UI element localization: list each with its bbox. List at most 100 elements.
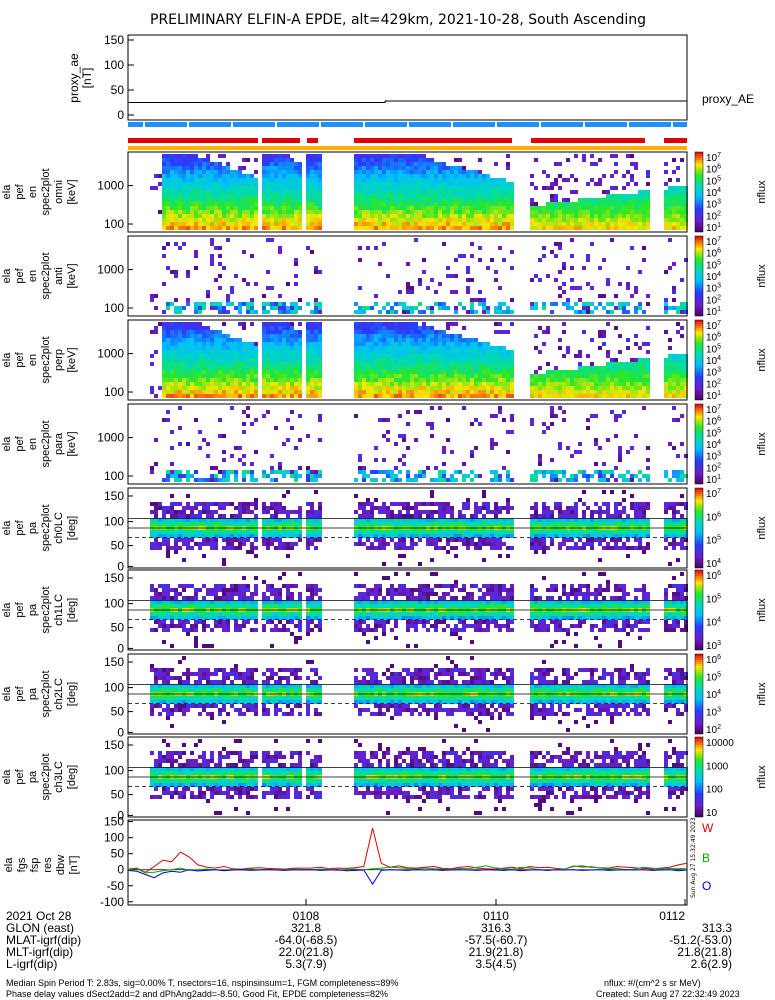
spectrogram-cell	[450, 478, 454, 482]
spectrogram-cell	[684, 374, 688, 378]
spectrogram-cell	[486, 214, 490, 218]
spectrogram-cell	[298, 170, 302, 174]
spectrogram-cell	[382, 202, 386, 206]
spectrogram-cell	[290, 534, 294, 538]
spectrogram-cell	[306, 386, 310, 390]
spectrogram-cell	[150, 502, 154, 506]
spectrogram-cell	[290, 198, 294, 202]
spectrogram-cell	[442, 174, 446, 178]
spectrogram-cell	[178, 338, 182, 342]
spectrogram-cell	[154, 518, 158, 522]
spectrogram-cell	[294, 474, 298, 478]
spectrogram-cell	[582, 198, 586, 202]
colorbar-cell	[695, 292, 703, 294]
spectrogram-cell	[582, 374, 586, 378]
spectrogram-cell	[374, 246, 378, 250]
spectrogram-cell	[210, 358, 214, 362]
spectrogram-cell	[626, 202, 630, 206]
spectrogram-cell	[166, 390, 170, 394]
spectrogram-cell	[150, 518, 154, 522]
spectrogram-cell	[318, 306, 322, 310]
spectrogram-cell	[186, 542, 190, 546]
spectrogram-cell	[422, 370, 426, 374]
spectrogram-cell	[422, 174, 426, 178]
spectrogram-cell	[502, 178, 506, 182]
spectrogram-cell	[226, 362, 230, 366]
spectrogram-cell	[510, 310, 514, 314]
spectrogram-cell	[668, 218, 672, 222]
spectrogram-cell	[402, 386, 406, 390]
spectrogram-cell	[442, 358, 446, 362]
spectrogram-cell	[434, 290, 438, 294]
spectrogram-cell	[450, 170, 454, 174]
spectrogram-cell	[550, 378, 554, 382]
spectrogram-cell	[442, 306, 446, 310]
spectrogram-cell	[450, 382, 454, 386]
spectrogram-cell	[570, 394, 574, 398]
spectrogram-cell	[462, 390, 466, 394]
spectrogram-cell	[538, 226, 542, 230]
spectrogram-cell	[430, 354, 434, 358]
spectrogram-cell	[578, 210, 582, 214]
spectrogram-cell	[282, 546, 286, 550]
spectrogram-cell	[466, 214, 470, 218]
spectrogram-cell	[174, 350, 178, 354]
spectrogram-cell	[254, 370, 258, 374]
spectrogram-cell	[306, 214, 310, 218]
spectrogram-cell	[610, 194, 614, 198]
spectrogram-cell	[234, 538, 238, 542]
spectrogram-cell	[374, 350, 378, 354]
spectrogram-cell	[390, 194, 394, 198]
spectrogram-cell	[286, 418, 290, 422]
spectrogram-cell	[418, 282, 422, 286]
spectrogram-cell	[466, 218, 470, 222]
spectrogram-cell	[150, 298, 154, 302]
spectrogram-cell	[278, 214, 282, 218]
spectrogram-cell	[230, 390, 234, 394]
spectrogram-cell	[598, 446, 602, 450]
spectrogram-cell	[298, 394, 302, 398]
spectrogram-cell	[490, 226, 494, 230]
spectrogram-cell	[198, 542, 202, 546]
spectrogram-cell	[446, 358, 450, 362]
spectrogram-cell	[430, 194, 434, 198]
spectrogram-cell	[238, 514, 242, 518]
spectrogram-cell	[402, 322, 406, 326]
spectrogram-cell	[394, 394, 398, 398]
spectrogram-cell	[318, 174, 322, 178]
spectrogram-cell	[558, 470, 562, 474]
spectrogram-cell	[178, 378, 182, 382]
spectrogram-cell	[202, 354, 206, 358]
spectrogram-cell	[554, 218, 558, 222]
spectrogram-cell	[442, 334, 446, 338]
spectrogram-cell	[298, 358, 302, 362]
spectrogram-cell	[378, 394, 382, 398]
spectrogram-cell	[202, 178, 206, 182]
spectrogram-cell	[194, 222, 198, 226]
spectrogram-cell	[174, 222, 178, 226]
spectrogram-cell	[246, 370, 250, 374]
spectrogram-cell	[286, 182, 290, 186]
spectrogram-cell	[194, 218, 198, 222]
spectrogram-cell	[366, 474, 370, 478]
spectrogram-cell	[198, 386, 202, 390]
spectrogram-cell	[402, 162, 406, 166]
spectrogram-cell	[226, 210, 230, 214]
spectrogram-cell	[370, 190, 374, 194]
spectrogram-cell	[218, 518, 222, 522]
spectrogram-cell	[602, 174, 606, 178]
spectrogram-cell	[602, 382, 606, 386]
spectrogram-cell	[186, 474, 190, 478]
spectrogram-cell	[618, 194, 622, 198]
spectrogram-cell	[402, 374, 406, 378]
colorbar-cell	[695, 360, 703, 362]
spectrogram-cell	[426, 386, 430, 390]
spectrogram-cell	[614, 210, 618, 214]
spectrogram-cell	[434, 330, 438, 334]
spectrogram-cell	[434, 186, 438, 190]
spectrogram-cell	[626, 214, 630, 218]
spectrogram-cell	[668, 366, 672, 370]
spectrogram-cell	[194, 334, 198, 338]
spectrogram-cell	[318, 202, 322, 206]
spectrogram-cell	[170, 166, 174, 170]
